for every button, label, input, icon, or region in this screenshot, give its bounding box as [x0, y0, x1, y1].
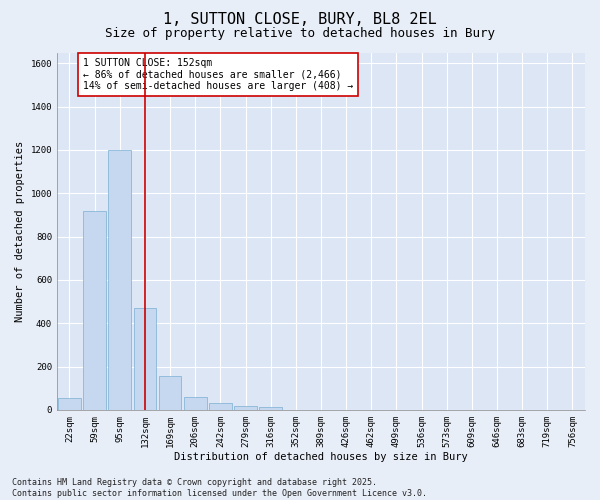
Bar	[134, 308, 156, 410]
Bar	[209, 403, 232, 410]
Text: 1, SUTTON CLOSE, BURY, BL8 2EL: 1, SUTTON CLOSE, BURY, BL8 2EL	[163, 12, 437, 28]
Bar	[83, 210, 106, 410]
Bar	[109, 150, 131, 410]
Y-axis label: Number of detached properties: Number of detached properties	[15, 140, 25, 322]
X-axis label: Distribution of detached houses by size in Bury: Distribution of detached houses by size …	[174, 452, 468, 462]
Bar	[259, 407, 282, 410]
Bar	[184, 397, 206, 410]
Text: Size of property relative to detached houses in Bury: Size of property relative to detached ho…	[105, 28, 495, 40]
Bar	[159, 376, 181, 410]
Text: Contains HM Land Registry data © Crown copyright and database right 2025.
Contai: Contains HM Land Registry data © Crown c…	[12, 478, 427, 498]
Bar	[58, 398, 81, 410]
Text: 1 SUTTON CLOSE: 152sqm
← 86% of detached houses are smaller (2,466)
14% of semi-: 1 SUTTON CLOSE: 152sqm ← 86% of detached…	[83, 58, 353, 91]
Bar	[234, 406, 257, 410]
